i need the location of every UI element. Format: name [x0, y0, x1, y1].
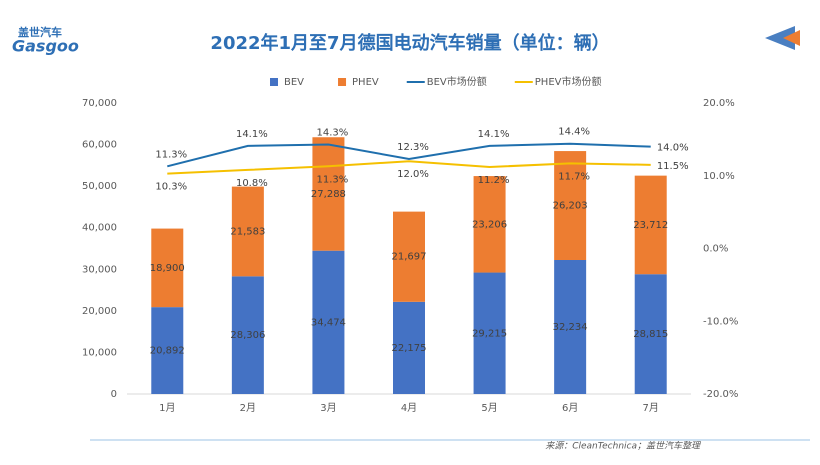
- x-tick-label: 5月: [481, 402, 497, 414]
- bar: [312, 250, 345, 394]
- y-tick-label: 70,000: [82, 98, 117, 109]
- bar: [151, 307, 184, 394]
- y-tick-label: 10,000: [82, 347, 117, 358]
- bar: [473, 272, 506, 394]
- y2-tick-label: 20.0%: [703, 98, 735, 109]
- legend-label: BEV: [284, 77, 304, 88]
- legend-label: PHEV: [352, 77, 379, 88]
- x-tick-label: 3月: [320, 402, 336, 414]
- y-tick-label: 0: [111, 389, 117, 400]
- legend-label: BEV市场份额: [427, 75, 487, 88]
- line-value-label: 11.3%: [155, 149, 187, 160]
- y2-tick-label: -20.0%: [703, 389, 738, 400]
- y-tick-label: 50,000: [82, 181, 117, 192]
- logo-wordmark: Gasgoo: [12, 37, 79, 56]
- bar: [393, 211, 425, 302]
- bar-value-label: 21,583: [230, 226, 265, 237]
- bar: [231, 276, 264, 394]
- legend-swatch: [270, 78, 278, 86]
- line-value-label: 14.1%: [478, 129, 510, 140]
- x-tick-label: 7月: [643, 402, 659, 414]
- bar-value-label: 28,306: [230, 330, 265, 341]
- y-tick-label: 20,000: [82, 306, 117, 317]
- bar-value-label: 23,206: [472, 219, 507, 230]
- line: [167, 142, 651, 168]
- legend-label: PHEV市场份额: [535, 75, 602, 88]
- y2-tick-label: 10.0%: [703, 171, 735, 182]
- bar: [634, 274, 667, 394]
- line-value-label: 14.1%: [236, 129, 268, 140]
- y-tick-label: 60,000: [82, 140, 117, 151]
- bar: [554, 151, 587, 260]
- bar: [554, 259, 587, 394]
- line-value-label: 11.5%: [657, 161, 689, 172]
- bar-value-label: 28,815: [633, 329, 668, 340]
- line-value-label: 14.0%: [657, 143, 689, 154]
- bar: [473, 176, 506, 273]
- line: [167, 160, 651, 175]
- line-value-label: 14.3%: [317, 127, 349, 138]
- bar-value-label: 34,474: [311, 317, 346, 328]
- bar: [634, 175, 667, 275]
- x-tick-label: 2月: [240, 402, 256, 414]
- line-value-label: 12.0%: [397, 169, 429, 180]
- bar: [151, 228, 184, 308]
- x-tick-label: 6月: [562, 402, 578, 414]
- decor-arrow: [765, 26, 795, 50]
- line-value-label: 10.3%: [155, 182, 187, 193]
- legend-swatch: [338, 78, 347, 86]
- bar-value-label: 23,712: [633, 220, 668, 231]
- line-value-label: 14.4%: [558, 127, 590, 138]
- bar: [393, 301, 425, 394]
- bar: [312, 137, 345, 251]
- decor-arrow: [783, 30, 800, 46]
- x-tick-label: 4月: [401, 402, 417, 414]
- line-value-label: 11.3%: [317, 174, 349, 185]
- y-tick-label: 30,000: [82, 264, 117, 275]
- line-value-label: 11.7%: [558, 171, 590, 182]
- bar-value-label: 29,215: [472, 328, 507, 339]
- bar-value-label: 26,203: [553, 201, 588, 212]
- bar-value-label: 21,697: [392, 252, 427, 263]
- source-note: 来源：CleanTechnica；盖世汽车整理: [545, 441, 702, 452]
- bar: [231, 186, 264, 277]
- bar-value-label: 20,892: [150, 346, 185, 357]
- logo-brand: 盖世汽车: [18, 25, 62, 39]
- line-value-label: 10.8%: [236, 178, 268, 189]
- x-tick-label: 1月: [159, 402, 175, 414]
- line-value-label: 11.2%: [478, 175, 510, 186]
- chart-title: 2022年1月至7月德国电动汽车销量（单位：辆）: [210, 32, 609, 54]
- bar-value-label: 22,175: [392, 343, 427, 354]
- y-tick-label: 40,000: [82, 223, 117, 234]
- y2-tick-label: 0.0%: [703, 244, 728, 255]
- bar-value-label: 32,234: [553, 322, 588, 333]
- bar-value-label: 18,900: [150, 263, 185, 274]
- bar-value-label: 27,288: [311, 189, 346, 200]
- line-value-label: 12.3%: [397, 142, 429, 153]
- y2-tick-label: -10.0%: [703, 316, 738, 327]
